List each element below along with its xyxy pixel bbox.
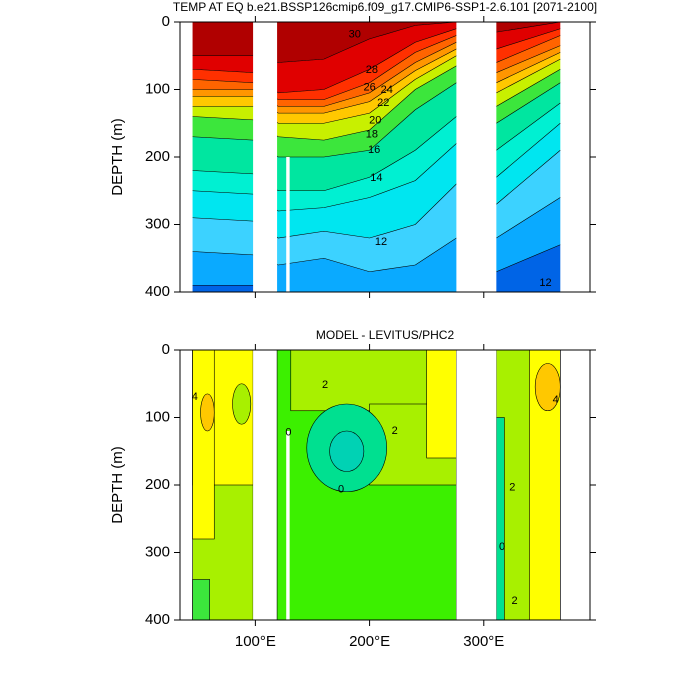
y-tick-label: 200 xyxy=(145,476,170,493)
land-mask xyxy=(269,350,275,620)
contour-patch xyxy=(200,393,215,432)
contour-label: 0 xyxy=(285,426,291,438)
y-tick-label: 100 xyxy=(145,80,170,97)
contour-label: 28 xyxy=(366,64,378,76)
contour-label: 12 xyxy=(539,277,551,289)
contour-patch xyxy=(192,579,210,620)
contour-label: 2 xyxy=(322,379,328,391)
contour-label: 24 xyxy=(381,84,393,96)
y-tick-label: 300 xyxy=(145,215,170,232)
contour-label: 18 xyxy=(366,129,378,141)
contour-fill xyxy=(192,150,561,272)
chart-title: MODEL - LEVITUS/PHC2 xyxy=(316,328,455,342)
contour-label: 16 xyxy=(368,144,380,156)
contour-label: 2 xyxy=(512,595,518,607)
contour-label: 30 xyxy=(349,29,361,41)
contour-fill xyxy=(192,244,561,292)
land-mask xyxy=(253,22,278,292)
land-mask xyxy=(286,431,290,620)
y-axis-label: DEPTH (m) xyxy=(109,446,126,524)
chart-title: TEMP AT EQ b.e21.BSSP126cmip6.f09_g17.CM… xyxy=(173,0,597,14)
land-mask xyxy=(286,157,290,292)
y-tick-label: 100 xyxy=(145,408,170,425)
y-tick-label: 200 xyxy=(145,148,170,165)
x-tick-label: 100°E xyxy=(235,633,276,650)
contour-fill xyxy=(192,22,561,63)
contour-label: 14 xyxy=(370,172,382,184)
contour-patch xyxy=(192,350,215,540)
land-mask xyxy=(456,22,497,292)
contour-label: 0 xyxy=(499,541,505,553)
plot-area: 4 2 0 2 0 2 0 2 4 xyxy=(192,350,561,620)
x-tick-label: 200°E xyxy=(349,633,390,650)
contour-label: 26 xyxy=(363,81,375,93)
contour-label: 0 xyxy=(338,484,344,496)
contour-patch xyxy=(329,430,365,472)
contour-label: 2 xyxy=(392,425,398,437)
y-tick-label: 0 xyxy=(162,341,170,358)
y-tick-label: 0 xyxy=(162,13,170,30)
land-mask xyxy=(456,350,497,620)
contour-label: 2 xyxy=(509,482,515,494)
contour-patch xyxy=(232,383,252,425)
contour-label: 12 xyxy=(375,236,387,248)
y-tick-label: 400 xyxy=(145,611,170,628)
y-tick-label: 300 xyxy=(145,543,170,560)
contour-label: 4 xyxy=(553,394,559,406)
contour-patch xyxy=(426,350,457,459)
land-mask xyxy=(253,350,263,620)
y-axis-label: DEPTH (m) xyxy=(109,118,126,196)
contour-label: 20 xyxy=(369,114,381,126)
contour-label: 4 xyxy=(192,391,198,403)
contour-label: 22 xyxy=(377,97,389,109)
y-tick-label: 400 xyxy=(145,283,170,300)
contour-patch xyxy=(534,363,561,412)
x-tick-label: 300°E xyxy=(463,633,504,650)
contour-fill xyxy=(192,22,561,93)
contour-patch xyxy=(496,417,505,620)
